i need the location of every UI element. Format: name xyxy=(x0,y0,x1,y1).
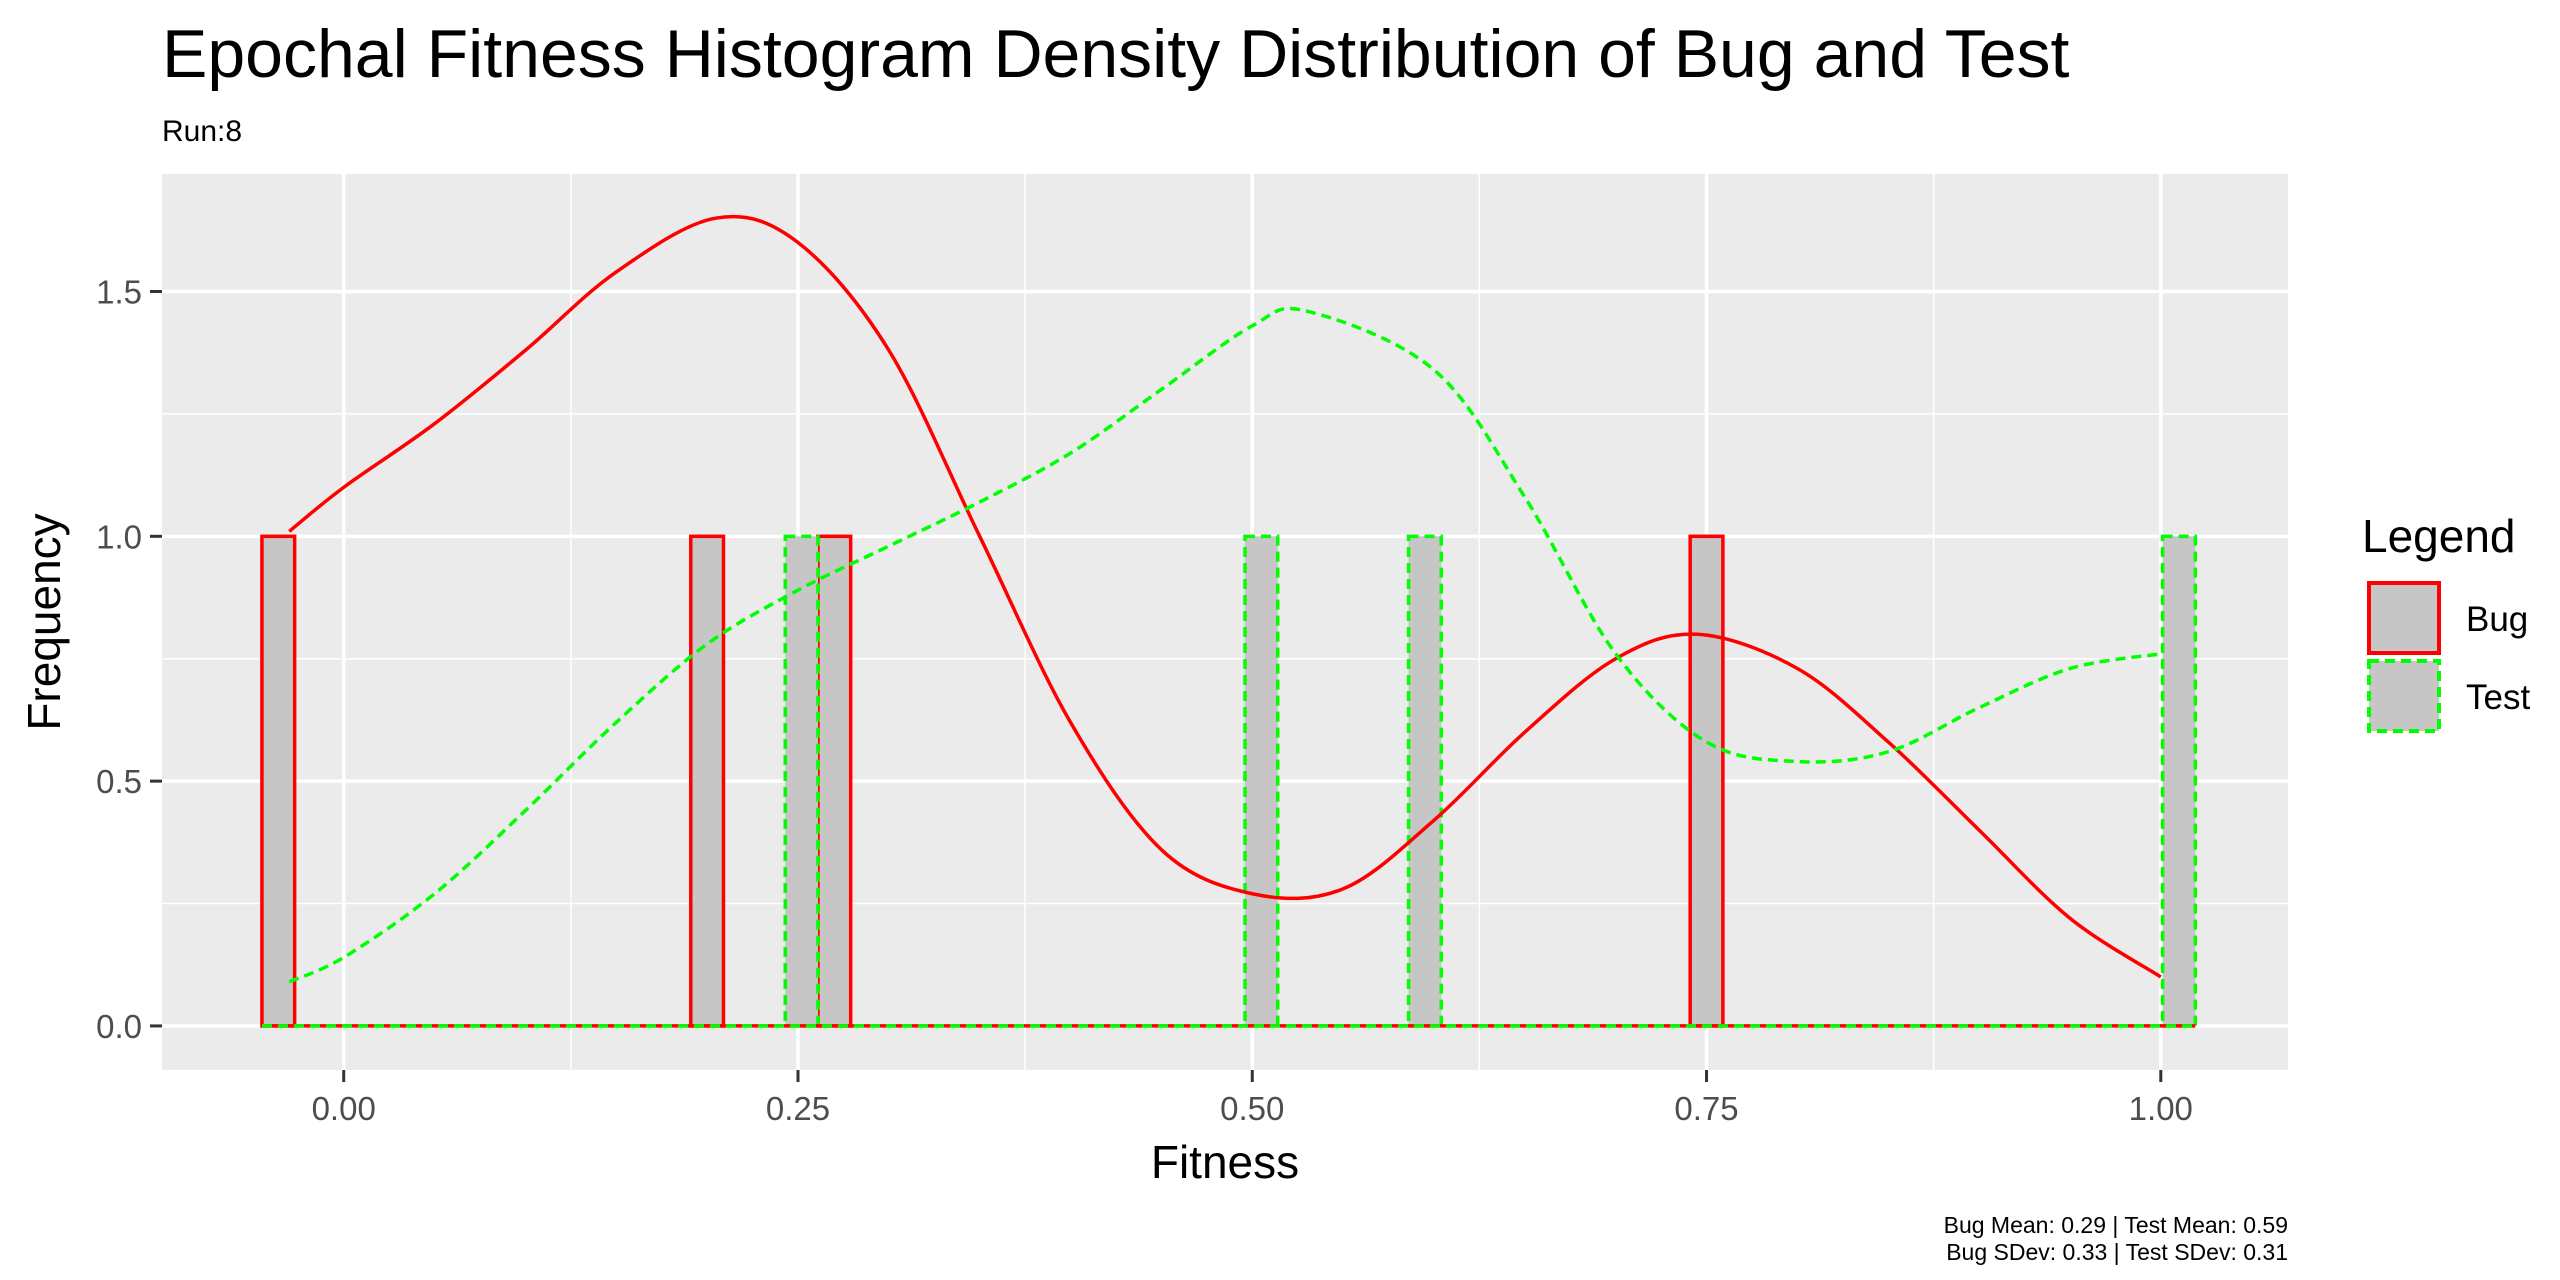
histogram-bar-bug xyxy=(689,534,726,1028)
y-tick-label: 1.0 xyxy=(96,518,142,555)
legend-key-test xyxy=(2367,659,2441,733)
caption-means: Bug Mean: 0.29 | Test Mean: 0.59 xyxy=(1943,1212,2288,1238)
histogram-bar-test xyxy=(1406,534,1443,1028)
histogram-bar-bug xyxy=(1688,534,1725,1028)
chart-subtitle: Run:8 xyxy=(162,115,243,148)
plot-panel xyxy=(162,174,2288,1070)
histogram-bar-bug xyxy=(260,534,297,1028)
x-tick-label: 0.00 xyxy=(312,1090,376,1127)
y-tick-label: 0.0 xyxy=(96,1008,142,1045)
legend-key-bug xyxy=(2367,581,2441,655)
x-tick-label: 0.25 xyxy=(766,1090,830,1127)
chart-caption: Bug Mean: 0.29 | Test Mean: 0.59 Bug SDe… xyxy=(1944,1212,2288,1266)
x-tick-label: 0.75 xyxy=(1674,1090,1738,1127)
chart-title: Epochal Fitness Histogram Density Distri… xyxy=(162,16,2070,92)
legend-label-bug: Bug xyxy=(2466,600,2528,639)
legend-title: Legend xyxy=(2362,510,2516,562)
density-curve-bug xyxy=(288,214,2162,979)
histogram-bar-test xyxy=(2160,534,2198,1028)
histogram-bar-test xyxy=(783,534,820,1028)
legend-label-test: Test xyxy=(2466,678,2530,717)
x-axis-title: Fitness xyxy=(1151,1136,1299,1188)
histogram-bar-test xyxy=(1243,534,1280,1028)
y-tick-label: 1.5 xyxy=(96,274,142,311)
y-tick-label: 0.5 xyxy=(96,763,142,800)
caption-sdevs: Bug SDev: 0.33 | Test SDev: 0.31 xyxy=(1946,1239,2288,1265)
x-tick-label: 1.00 xyxy=(2129,1090,2193,1127)
x-tick-label: 0.50 xyxy=(1220,1090,1284,1127)
y-axis-title: Frequency xyxy=(18,513,70,730)
density-curve-test xyxy=(288,306,2162,984)
legend: Legend Bug Test xyxy=(2362,510,2530,733)
histogram-bar-bug xyxy=(816,534,853,1028)
